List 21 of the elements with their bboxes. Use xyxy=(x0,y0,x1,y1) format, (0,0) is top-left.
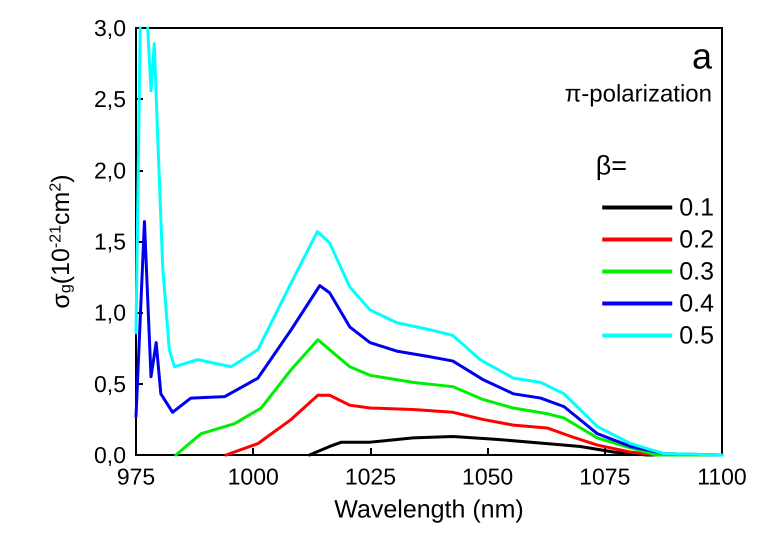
y-tick-label: 1,5 xyxy=(94,228,126,254)
x-axis-title: Wavelength (nm) xyxy=(334,496,524,524)
y-axis-title: σg(10-21cm2) xyxy=(47,174,75,309)
y-tick-label: 0,5 xyxy=(94,370,126,397)
y-tick-label: 1,0 xyxy=(94,300,126,326)
legend-label: 0.1 xyxy=(679,194,714,222)
annotation: π-polarization xyxy=(564,80,712,108)
legend-label: 0.5 xyxy=(679,322,714,350)
x-tick-label: 1050 xyxy=(462,464,514,490)
x-tick-label: 1100 xyxy=(697,464,747,490)
y-tick-label: 2,0 xyxy=(94,157,126,184)
legend-title: β= xyxy=(596,150,628,180)
y-tick-label: 2,5 xyxy=(94,86,126,112)
x-tick-label: 1075 xyxy=(579,464,630,490)
legend-label: 0.4 xyxy=(679,290,714,318)
x-tick-label: 1025 xyxy=(344,464,396,490)
legend-label: 0.3 xyxy=(679,258,714,286)
x-tick-label: 1000 xyxy=(228,464,279,490)
annotation: a xyxy=(692,36,713,76)
legend-label: 0.2 xyxy=(679,226,714,254)
y-tick-label: 3,0 xyxy=(94,15,126,41)
